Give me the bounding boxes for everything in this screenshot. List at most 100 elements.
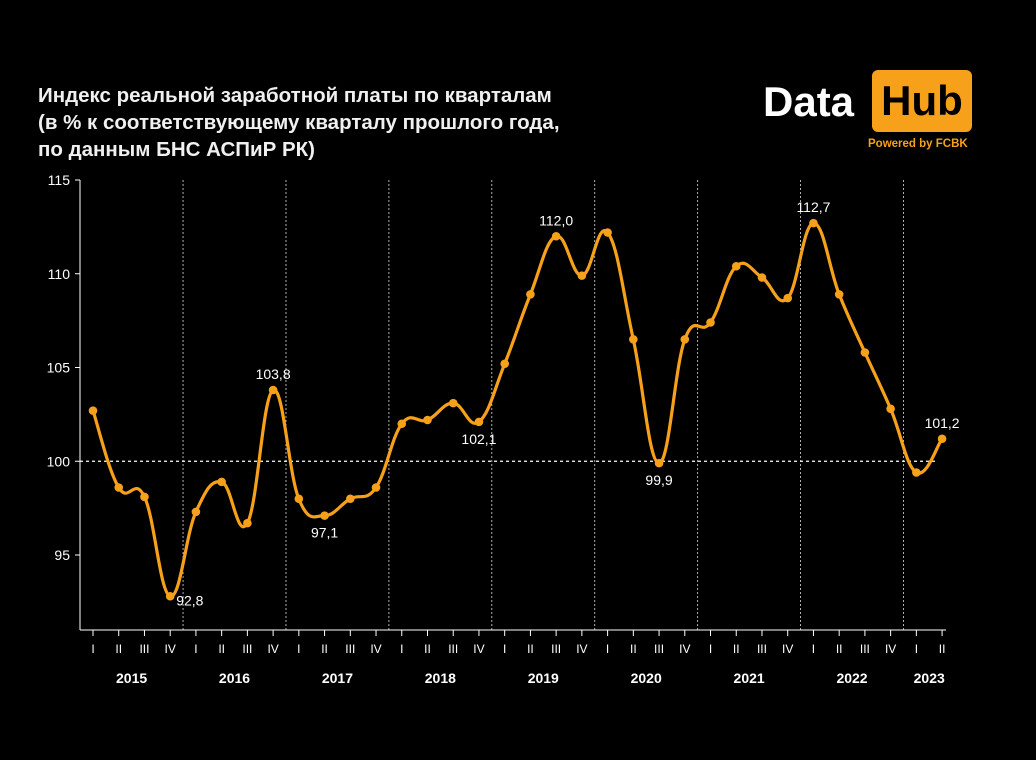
quarter-tick-label: II [321, 642, 328, 656]
quarter-tick-label: II [115, 642, 122, 656]
quarter-tick-label: IV [782, 642, 793, 656]
quarter-tick-label: II [733, 642, 740, 656]
data-point [937, 434, 947, 444]
data-label: 101,2 [925, 415, 960, 431]
data-point [346, 494, 355, 504]
year-label: 2018 [425, 670, 456, 686]
quarter-tick-label: IV [370, 642, 381, 656]
year-label: 2016 [219, 670, 250, 686]
quarter-tick-label: I [91, 642, 94, 656]
data-label: 102,1 [461, 431, 496, 447]
title-line-1: Индекс реальной заработной платы по квар… [38, 84, 552, 107]
quarter-tick-label: IV [885, 642, 896, 656]
data-point [294, 494, 304, 504]
data-point [834, 290, 844, 299]
data-point [114, 483, 124, 492]
quarter-tick-label: II [218, 642, 225, 656]
quarter-tick-label: III [448, 642, 458, 656]
data-point [629, 335, 638, 344]
quarter-tick-label: I [400, 642, 403, 656]
data-label: 112,7 [796, 199, 830, 215]
quarter-tick-label: IV [267, 642, 278, 656]
data-point [217, 477, 226, 487]
data-point [912, 468, 921, 477]
data-point [397, 419, 407, 429]
data-point [757, 273, 767, 282]
logo-data-text: Data [763, 78, 855, 125]
data-point [423, 415, 432, 425]
year-label: 2015 [116, 670, 147, 686]
quarter-tick-label: II [527, 642, 534, 656]
data-point [860, 348, 870, 357]
data-point [268, 385, 278, 395]
data-point [165, 591, 175, 601]
data-point [448, 398, 458, 408]
data-point [809, 218, 818, 228]
quarter-tick-label: III [242, 642, 252, 656]
data-label: 103,8 [256, 366, 291, 382]
quarter-tick-label: I [503, 642, 506, 656]
quarter-tick-label: II [939, 642, 946, 656]
quarter-tick-label: I [915, 642, 918, 656]
series-line [91, 221, 944, 598]
datahub-logo: Data Hub Powered by FCBK [763, 68, 973, 158]
quarter-tick-label: II [630, 642, 637, 656]
data-point [577, 271, 587, 280]
data-point [526, 290, 535, 299]
data-label: 92,8 [176, 592, 203, 608]
title-line-2: (в % к соответствующему кварталу прошлог… [38, 111, 560, 134]
data-label: 99,9 [645, 472, 672, 488]
logo-powered-by: Powered by FCBK [868, 138, 968, 150]
data-point [654, 458, 664, 468]
data-point [474, 417, 484, 427]
year-label: 2019 [528, 670, 559, 686]
year-label: 2023 [914, 670, 945, 686]
data-point [886, 404, 895, 414]
quarter-tick-label: III [654, 642, 664, 656]
year-label: 2022 [836, 670, 867, 686]
data-point [783, 293, 793, 303]
quarter-tick-label: I [812, 642, 815, 656]
year-label: 2020 [631, 670, 662, 686]
quarter-tick-label: I [297, 642, 300, 656]
data-point [500, 359, 509, 369]
quarter-tick-label: I [606, 642, 609, 656]
data-point [320, 511, 329, 520]
data-label: 112,0 [539, 212, 573, 228]
data-point [551, 231, 561, 241]
data-label: 97,1 [311, 525, 338, 541]
chart-title: Индекс реальной заработной платы по квар… [38, 82, 560, 163]
quarter-tick-label: IV [679, 642, 690, 656]
data-point [680, 335, 690, 344]
data-point [731, 261, 741, 271]
year-label: 2017 [322, 670, 353, 686]
quarter-tick-label: II [424, 642, 431, 656]
quarter-tick-label: III [860, 642, 870, 656]
y-tick-label: 95 [54, 547, 70, 563]
quarter-tick-label: III [551, 642, 561, 656]
quarter-tick-label: III [345, 642, 355, 656]
year-label: 2021 [734, 670, 765, 686]
y-tick-label: 100 [47, 453, 71, 469]
quarter-tick-label: IV [473, 642, 484, 656]
data-point [88, 406, 98, 415]
data-point [603, 228, 612, 237]
data-point [371, 483, 381, 492]
logo-hub-badge: Hub [872, 70, 972, 132]
y-tick-label: 115 [48, 172, 71, 188]
data-point [191, 507, 201, 517]
y-tick-label: 105 [47, 360, 71, 376]
quarter-tick-label: IV [165, 642, 176, 656]
quarter-tick-label: I [709, 642, 712, 656]
title-line-3: по данным БНС АСПиР РК) [38, 138, 316, 161]
data-point [706, 318, 715, 327]
quarter-tick-label: I [194, 642, 197, 656]
data-point [140, 492, 149, 502]
data-point [243, 518, 252, 528]
quarter-tick-label: III [757, 642, 767, 656]
y-tick-label: 110 [48, 266, 71, 282]
quarter-tick-label: IV [576, 642, 587, 656]
quarter-tick-label: III [139, 642, 149, 656]
quarter-tick-label: II [836, 642, 843, 656]
